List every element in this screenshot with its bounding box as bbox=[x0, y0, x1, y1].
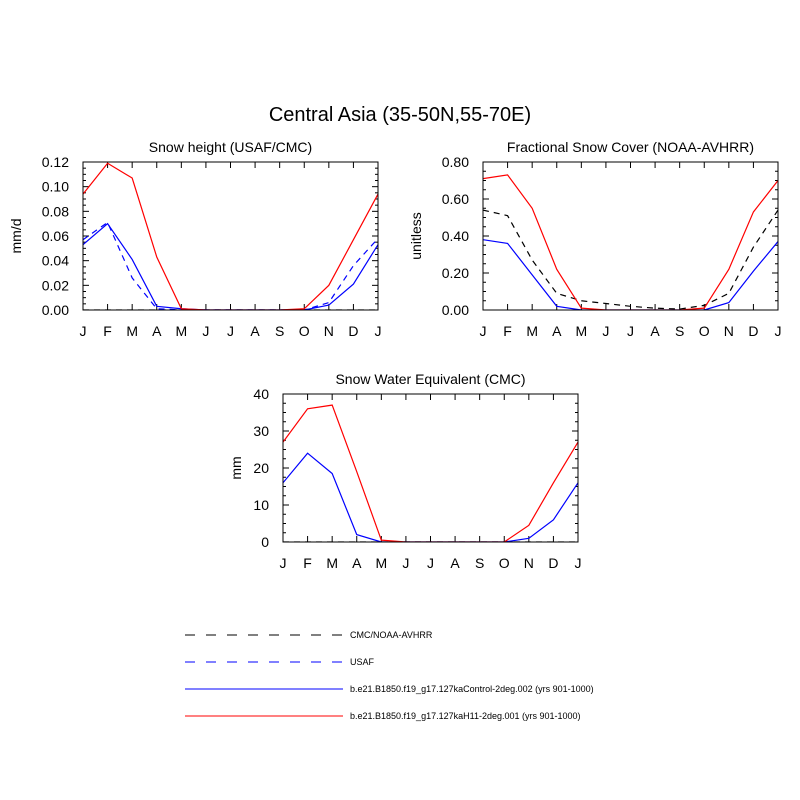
plot-frame bbox=[82, 161, 379, 311]
x-tick-label: M bbox=[175, 323, 187, 339]
legend-label: USAF bbox=[350, 657, 375, 667]
legend-label: CMC/NOAA-AVHRR bbox=[350, 630, 433, 640]
y-tick-label: 0.80 bbox=[442, 154, 469, 170]
y-tick-label: 20 bbox=[253, 460, 269, 476]
y-tick-label: 0.06 bbox=[42, 228, 69, 244]
figure-title: Central Asia (35-50N,55-70E) bbox=[269, 104, 531, 126]
x-tick-label: M bbox=[375, 555, 387, 571]
x-tick-label: J bbox=[575, 555, 582, 571]
plot-frame bbox=[482, 161, 779, 311]
x-tick-label: S bbox=[275, 323, 284, 339]
y-tick-label: 0.00 bbox=[42, 302, 69, 318]
chart-title: Snow Water Equivalent (CMC) bbox=[335, 371, 525, 387]
y-tick-label: 40 bbox=[253, 386, 269, 402]
chart-snow-height: Snow height (USAF/CMC) mm/d 0.00 0.02 0.04 0.… bbox=[8, 139, 382, 339]
x-tick-label: O bbox=[299, 323, 310, 339]
series-line-usaf bbox=[83, 221, 378, 310]
x-tick-label: A bbox=[352, 555, 362, 571]
x-tick-label: J bbox=[480, 323, 487, 339]
x-tick-label: S bbox=[675, 323, 684, 339]
x-tick-label: J bbox=[375, 323, 382, 339]
series-line-b-e21-b1850-f19-g17-127kah11-2deg-001-yrs-901-1000 bbox=[83, 162, 378, 310]
x-tick-label: A bbox=[552, 323, 562, 339]
x-tick-label: M bbox=[126, 323, 138, 339]
x-tick-label: F bbox=[303, 555, 312, 571]
y-tick-label: 0.12 bbox=[42, 154, 69, 170]
y-tick-label: 30 bbox=[253, 423, 269, 439]
x-tick-label: J bbox=[602, 323, 609, 339]
series-line-b-e21-b1850-f19-g17-127kacontrol-2deg-002-yrs-901-1000 bbox=[283, 452, 578, 542]
x-tick-label: N bbox=[324, 323, 334, 339]
x-tick-label: O bbox=[699, 323, 710, 339]
y-tick-label: 0.02 bbox=[42, 277, 69, 293]
x-tick-label: J bbox=[280, 555, 287, 571]
x-tick-label: F bbox=[503, 323, 512, 339]
x-tick-label: D bbox=[548, 555, 558, 571]
chart-fractional-snow-cover: Fractional Snow Cover (NOAA-AVHRR) unitle… bbox=[408, 139, 782, 339]
x-tick-label: J bbox=[775, 323, 782, 339]
y-tick-label: 10 bbox=[253, 497, 269, 513]
x-tick-label: D bbox=[348, 323, 358, 339]
plot-area bbox=[83, 162, 378, 310]
x-tick-label: N bbox=[724, 323, 734, 339]
x-tick-label: S bbox=[475, 555, 484, 571]
x-tick-label: J bbox=[627, 323, 634, 339]
chart-title: Snow height (USAF/CMC) bbox=[149, 139, 312, 155]
series-line-b-e21-b1850-f19-g17-127kah11-2deg-001-yrs-901-1000 bbox=[283, 404, 578, 542]
y-tick-label: 0.10 bbox=[42, 179, 69, 195]
legend-label: b.e21.B1850.f19_g17.127kaH11-2deg.001 (y… bbox=[350, 711, 581, 721]
y-axis-label: mm bbox=[228, 456, 244, 479]
y-tick-label: 0 bbox=[261, 534, 269, 550]
y-axis-label: unitless bbox=[408, 212, 424, 259]
plot-area bbox=[483, 174, 778, 310]
series-line-b-e21-b1850-f19-g17-127kah11-2deg-001-yrs-901-1000 bbox=[483, 174, 778, 310]
plot-area bbox=[283, 404, 578, 542]
legend: CMC/NOAA-AVHRR USAF b.e21.B1850.f19_g17.12… bbox=[185, 630, 594, 721]
y-tick-label: 0.08 bbox=[42, 203, 69, 219]
x-tick-label: J bbox=[402, 555, 409, 571]
x-tick-label: J bbox=[80, 323, 87, 339]
y-tick-label: 0.20 bbox=[442, 265, 469, 281]
x-tick-label: J bbox=[202, 323, 209, 339]
y-tick-label: 0.04 bbox=[42, 253, 69, 269]
x-tick-label: F bbox=[103, 323, 112, 339]
x-tick-label: A bbox=[250, 323, 260, 339]
x-tick-label: D bbox=[748, 323, 758, 339]
legend-label: b.e21.B1850.f19_g17.127kaControl-2deg.00… bbox=[350, 684, 594, 694]
x-tick-label: A bbox=[152, 323, 162, 339]
y-tick-label: 0.40 bbox=[442, 228, 469, 244]
series-line-b-e21-b1850-f19-g17-127kacontrol-2deg-002-yrs-901-1000 bbox=[83, 222, 378, 310]
x-tick-label: A bbox=[450, 555, 460, 571]
series-line-b-e21-b1850-f19-g17-127kacontrol-2deg-002-yrs-901-1000 bbox=[483, 239, 778, 310]
x-tick-label: M bbox=[526, 323, 538, 339]
series-line-cmc-noaa-avhrr bbox=[483, 209, 778, 310]
x-tick-label: M bbox=[575, 323, 587, 339]
x-tick-label: A bbox=[650, 323, 660, 339]
x-tick-label: J bbox=[227, 323, 234, 339]
x-tick-label: O bbox=[499, 555, 510, 571]
x-tick-label: M bbox=[326, 555, 338, 571]
y-tick-label: 0.60 bbox=[442, 191, 469, 207]
chart-title: Fractional Snow Cover (NOAA-AVHRR) bbox=[507, 139, 754, 155]
y-axis-label: mm/d bbox=[8, 219, 24, 254]
x-tick-label: J bbox=[427, 555, 434, 571]
plot-frame bbox=[282, 393, 579, 543]
y-tick-label: 0.00 bbox=[442, 302, 469, 318]
x-tick-label: N bbox=[524, 555, 534, 571]
